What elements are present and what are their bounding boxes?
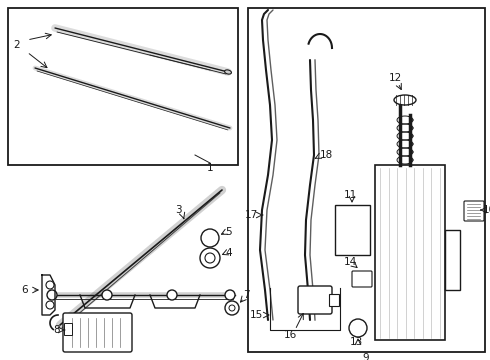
Bar	[8, 8, 238, 165]
Text: 7: 7	[243, 290, 249, 300]
Circle shape	[225, 290, 235, 300]
Polygon shape	[42, 275, 55, 315]
Text: 1: 1	[207, 163, 213, 173]
Bar	[445, 230, 460, 290]
FancyBboxPatch shape	[352, 271, 372, 287]
Text: 18: 18	[320, 150, 333, 160]
Text: 6: 6	[22, 285, 28, 295]
Text: 15: 15	[250, 310, 263, 320]
Circle shape	[205, 253, 215, 263]
Circle shape	[46, 281, 54, 289]
Bar	[64, 323, 72, 335]
Bar	[329, 294, 339, 306]
Circle shape	[225, 301, 239, 315]
Circle shape	[47, 290, 57, 300]
Text: 11: 11	[343, 190, 357, 200]
Text: 4: 4	[225, 248, 232, 258]
Text: 2: 2	[13, 40, 20, 50]
Circle shape	[102, 290, 112, 300]
Ellipse shape	[224, 70, 231, 74]
Circle shape	[46, 301, 54, 309]
Text: 8: 8	[53, 325, 60, 335]
FancyBboxPatch shape	[335, 205, 370, 255]
Circle shape	[201, 229, 219, 247]
Text: 5: 5	[225, 227, 232, 237]
Bar	[375, 165, 445, 340]
Text: 12: 12	[389, 73, 402, 83]
Ellipse shape	[394, 95, 416, 105]
Circle shape	[200, 248, 220, 268]
Text: 10: 10	[483, 205, 490, 215]
Bar	[248, 8, 485, 352]
Text: 9: 9	[363, 353, 369, 360]
Text: 13: 13	[349, 337, 363, 347]
Circle shape	[349, 319, 367, 337]
Circle shape	[229, 305, 235, 311]
FancyBboxPatch shape	[63, 313, 132, 352]
Text: 3: 3	[175, 205, 182, 215]
Text: 14: 14	[343, 257, 357, 267]
FancyBboxPatch shape	[298, 286, 332, 314]
Text: 17: 17	[245, 210, 258, 220]
Text: 16: 16	[284, 330, 297, 340]
FancyBboxPatch shape	[464, 201, 484, 221]
Circle shape	[167, 290, 177, 300]
